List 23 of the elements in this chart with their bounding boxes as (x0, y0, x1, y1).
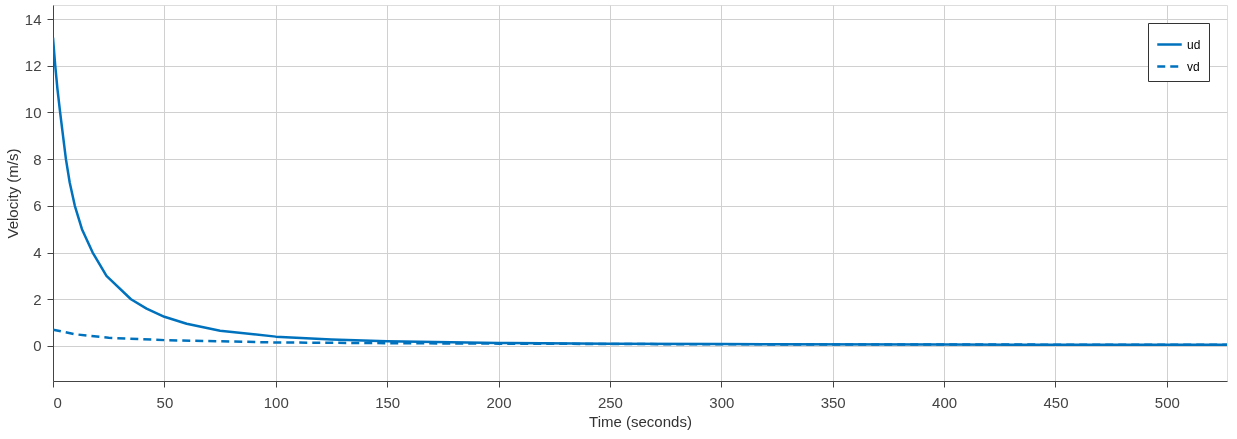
y-tick-label: 10 (24, 103, 42, 121)
y-tick-label: 6 (33, 197, 42, 215)
y-tick-label: 0 (33, 337, 42, 355)
y-tick-label: 14 (24, 10, 42, 28)
x-tick-label: 250 (597, 393, 623, 411)
legend-label: vd (1187, 59, 1200, 74)
x-tick-label: 50 (156, 393, 174, 411)
x-tick-label: 100 (263, 393, 289, 411)
y-tick-label: 2 (33, 290, 42, 308)
x-tick-label: 0 (53, 393, 62, 411)
y-tick-label: 8 (33, 150, 42, 168)
x-tick-label: 350 (820, 393, 846, 411)
x-tick-label: 400 (932, 393, 958, 411)
x-tick-label: 150 (375, 393, 401, 411)
y-axis-title: Velocity (m/s) (3, 148, 21, 239)
legend-label: ud (1187, 37, 1201, 52)
y-tick-label: 4 (33, 244, 42, 262)
x-tick-label: 300 (709, 393, 735, 411)
x-axis-title: Time (seconds) (589, 412, 692, 430)
y-tick-label: 12 (24, 57, 42, 75)
x-tick-label: 500 (1154, 393, 1180, 411)
x-tick-label: 200 (486, 393, 512, 411)
x-tick-label: 450 (1043, 393, 1069, 411)
